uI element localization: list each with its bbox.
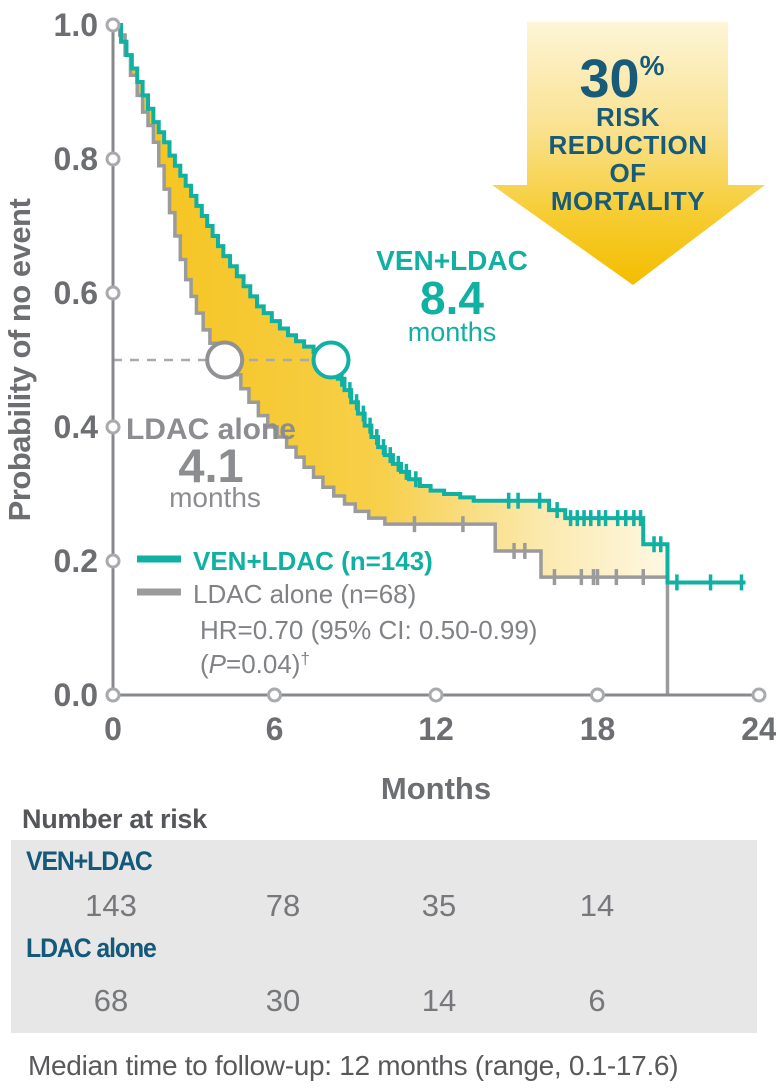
risk-value: 78 <box>265 888 301 923</box>
risk-reduction-arrow <box>492 22 765 285</box>
y-tick-marker <box>105 151 121 167</box>
risk-table: VEN+LDAC 143 78 35 14 LDAC alone 68 30 1… <box>11 840 757 1033</box>
median-followup-footnote: Median time to follow-up: 12 months (ran… <box>28 1050 679 1081</box>
legend-hr-stat: HR=0.70 (95% CI: 0.50-0.99) <box>200 615 537 645</box>
ven-median-value: 8.4 <box>420 272 484 324</box>
callout-line: REDUCTION <box>548 130 707 160</box>
between-curves-area <box>113 25 668 583</box>
legend-p-stat: (P=0.04)† <box>200 649 310 679</box>
km-chart-svg: 1.0 0.8 0.6 0.4 0.2 0.00 6 12 18 24 Probability of… <box>2 7 776 806</box>
x-tick-label: 18 <box>580 711 616 747</box>
ldac-curve-censor-ticks <box>412 516 646 586</box>
risk-value: 35 <box>421 888 457 923</box>
ldac-median-label: LDAC alone <box>126 413 296 446</box>
risk-value: 30 <box>265 983 301 1018</box>
callout-line: OF <box>609 158 646 188</box>
y-tick-label: 0.6 <box>54 275 98 311</box>
risk-value: 6 <box>588 983 606 1018</box>
y-tick-label: 0.8 <box>54 141 98 177</box>
ven-curve <box>113 23 746 585</box>
callout-line: RISK <box>596 102 660 132</box>
ven-median-unit: months <box>408 317 497 347</box>
risk-value: 143 <box>85 888 137 923</box>
y-tick-label: 0.4 <box>54 409 99 445</box>
risk-row-label-ven: VEN+LDAC <box>26 846 153 876</box>
x-tick-marker <box>267 687 282 703</box>
km-chart: 1.0 0.8 0.6 0.4 0.2 0.0 0 6 12 18 24 Probability of… <box>2 7 776 806</box>
legend-ven-label: VEN+LDAC (n=143) <box>193 546 433 576</box>
risk-value: 14 <box>421 983 457 1018</box>
callout-percent: 30% <box>580 49 665 109</box>
x-tick-label: 24 <box>741 711 776 747</box>
callout-line: MORTALITY <box>551 186 705 216</box>
risk-value: 14 <box>579 888 615 923</box>
x-tick-marker <box>751 687 767 703</box>
y-tick-label: 0.0 <box>54 677 98 713</box>
x-tick-marker <box>590 687 605 703</box>
x-tick-label: 12 <box>418 711 454 747</box>
risk-row-label-ldac: LDAC alone <box>26 933 157 963</box>
ldac-median-value: 4.1 <box>178 439 243 492</box>
ven-median-label: VEN+LDAC <box>376 245 528 276</box>
y-tick-label: 0.2 <box>54 543 98 579</box>
x-axis-title: Months <box>381 771 491 806</box>
ldac-median-unit: months <box>169 482 261 513</box>
risk-table-title: Number at risk <box>22 804 207 834</box>
y-tick-label: 1.0 <box>54 7 98 43</box>
y-tick-marker <box>105 419 121 435</box>
y-tick-marker <box>105 285 121 301</box>
ldac-median-marker <box>205 340 245 380</box>
risk-value: 68 <box>93 983 129 1018</box>
x-tick-marker <box>105 687 121 703</box>
y-tick-marker <box>105 553 121 569</box>
x-tick-label: 0 <box>104 711 122 747</box>
y-axis-title: Probability of no event <box>2 199 37 522</box>
ven-median-marker <box>311 340 351 380</box>
legend-ldac-label: LDAC alone (n=68) <box>193 579 416 609</box>
x-tick-label: 6 <box>266 711 284 747</box>
y-tick-marker <box>105 17 121 33</box>
x-tick-marker <box>428 687 444 703</box>
